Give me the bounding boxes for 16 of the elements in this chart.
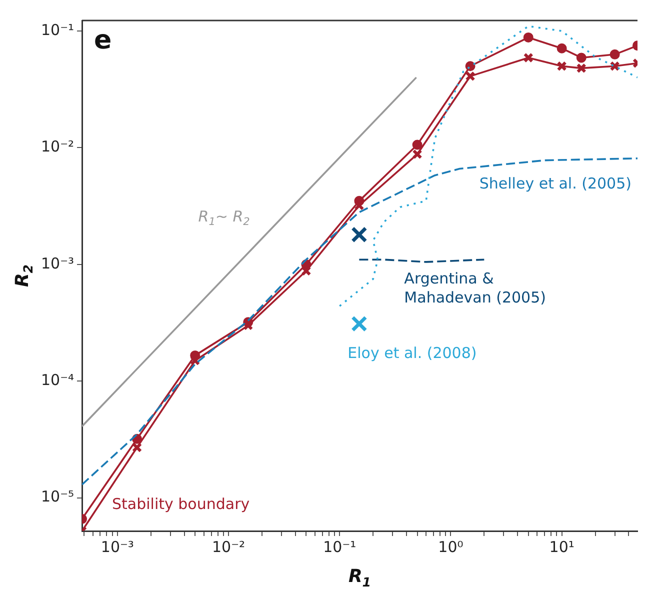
y-tick-label: 10⁻⁴ — [40, 371, 74, 390]
x-tick-label: 10⁰ — [438, 538, 464, 556]
y-tick-label: 10⁻¹ — [40, 20, 74, 39]
x-tick-label: 10⁻² — [212, 538, 246, 556]
annotation: e — [94, 26, 112, 56]
y-tick-label: 10⁻⁵ — [40, 488, 74, 506]
series-label: Shelley et al. (2005) — [479, 174, 632, 192]
y-axis-title: R2 — [12, 264, 36, 288]
y-tick-label: 10⁻³ — [40, 254, 74, 272]
series-label: Argentina & Mahadevan (2005) — [404, 270, 546, 307]
series-label: Stability boundary — [112, 494, 250, 513]
x-tick-label: 10¹ — [549, 538, 574, 556]
x-tick-label: 10⁻¹ — [323, 538, 356, 556]
y-tick-label: 10⁻² — [40, 138, 74, 156]
x-tick-label: 10⁻³ — [100, 538, 134, 556]
text: Eloy et al. (2008) — [348, 344, 477, 362]
